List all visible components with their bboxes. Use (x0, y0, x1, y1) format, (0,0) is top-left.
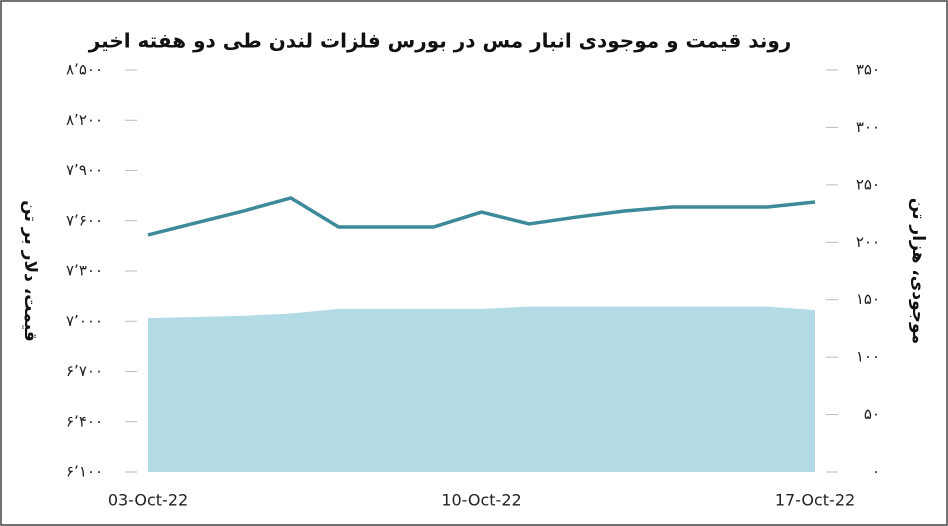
x-tick-label: 17-Oct-22 (775, 491, 855, 510)
y-tick-label: ۶٬۷۰۰ (66, 362, 103, 380)
x-tick-label: 03-Oct-22 (108, 491, 188, 510)
y-tick-label: ۸٬۲۰۰ (66, 111, 103, 129)
y-tick-label: ۷٬۳۰۰ (66, 262, 103, 280)
y-tick-label: ۷٬۶۰۰ (66, 211, 103, 229)
y2-tick-label: ۳۰۰ (856, 118, 880, 136)
y-tick-label: ۸٬۵۰۰ (66, 61, 103, 79)
y-tick-label: ۶٬۱۰۰ (66, 463, 103, 481)
price-line (147, 196, 816, 237)
y-tick-label: ۷٬۰۰۰ (66, 312, 103, 330)
y2-tick-label: ۳۵۰ (856, 61, 880, 79)
y-axis-title: قیمت، دلار بر تن (20, 200, 40, 342)
inventory-area (148, 306, 815, 472)
y-tick-label: ۶٬۴۰۰ (66, 412, 103, 430)
y2-tick-label: ۱۰۰ (856, 348, 880, 366)
y2-tick-label: ۵۰ (864, 405, 880, 423)
x-tick-label: 10-Oct-22 (441, 491, 521, 510)
chart-title: روند قیمت و موجودی انبار مس در بورس فلزا… (88, 29, 792, 53)
y2-tick-label: ۲۵۰ (856, 175, 880, 193)
y2-tick-label: ۲۰۰ (856, 233, 880, 251)
y2-tick-label: ۰ (872, 463, 880, 481)
y2-tick-label: ۱۵۰ (856, 290, 880, 308)
y2-axis-title: موجودی، هزار تن (908, 198, 928, 344)
y-tick-label: ۷٬۹۰۰ (66, 161, 103, 179)
